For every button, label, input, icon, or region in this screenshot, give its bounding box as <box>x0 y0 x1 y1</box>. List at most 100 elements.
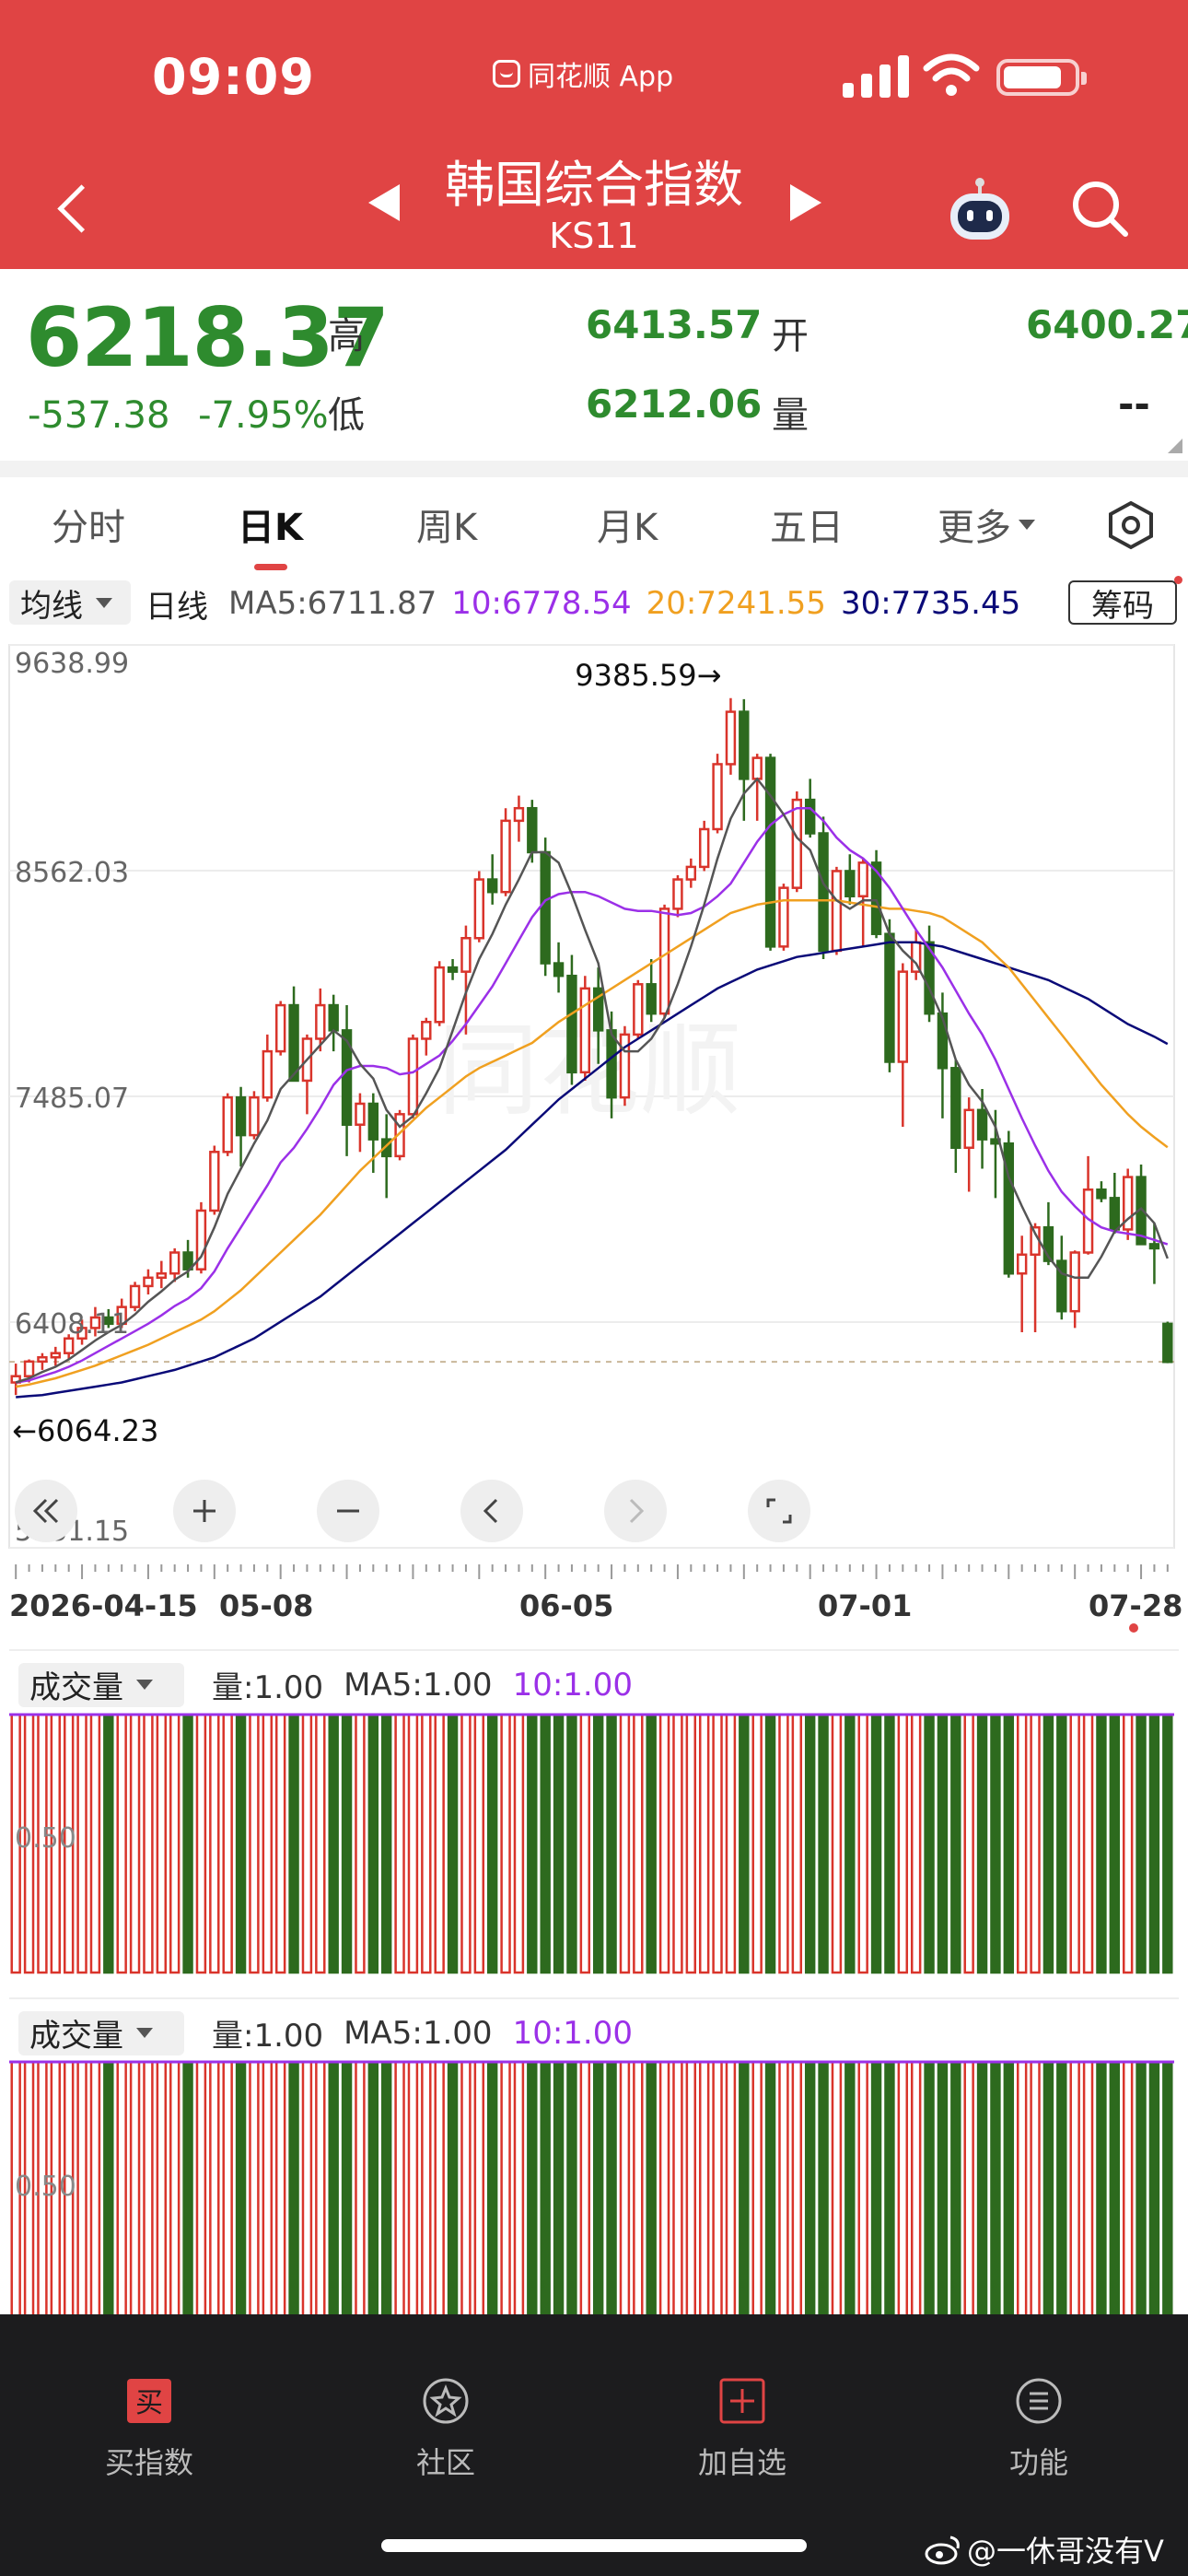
volume-bar <box>646 2060 657 2322</box>
fullscreen-button[interactable] <box>748 1480 810 1542</box>
app-logo-icon <box>493 60 520 88</box>
candle-up <box>963 1108 974 1150</box>
tab-more-label: 更多 <box>938 507 1011 549</box>
volume-bar <box>1109 2060 1121 2322</box>
candle-up <box>222 1095 233 1153</box>
volume-indicator-select[interactable]: 成交量 <box>18 2010 184 2055</box>
volume-bar <box>1096 1713 1107 1974</box>
volume-bar <box>804 2060 816 2322</box>
chip-distribution-button[interactable]: 筹码 <box>1068 580 1177 625</box>
candle-up <box>460 937 472 973</box>
candle-up <box>791 798 803 889</box>
volume-bar <box>553 1713 565 1974</box>
scroll-right-button[interactable] <box>604 1480 667 1542</box>
candle-down <box>1148 1243 1160 1250</box>
volume-bar <box>394 2060 405 2322</box>
high-value: 6413.57 <box>586 302 763 347</box>
candle-up <box>698 827 710 869</box>
volume-bar <box>421 2060 432 2322</box>
volume-bar <box>301 2060 313 2322</box>
volume-bar <box>672 2060 683 2322</box>
volume-bar <box>910 2060 922 2322</box>
candle-down <box>884 932 895 1063</box>
tab-weekly-k[interactable]: 周K <box>416 507 478 549</box>
candle-up <box>394 1113 405 1158</box>
candle-up <box>143 1276 154 1288</box>
scroll-left-button[interactable] <box>460 1480 523 1542</box>
ma5-value: MA5:6711.87 <box>228 585 437 622</box>
volume-bar <box>857 2060 868 2322</box>
volume-bar <box>646 1713 657 1974</box>
volume-bar <box>262 2060 274 2322</box>
volume-indicator-select[interactable]: 成交量 <box>18 1662 184 1707</box>
volume-chart-1[interactable] <box>0 1709 1188 1981</box>
y-tick-label: 8562.03 <box>15 857 129 889</box>
candle-up <box>315 1003 326 1040</box>
candle-up <box>751 756 763 780</box>
candle-up <box>209 1151 220 1212</box>
zoom-out-button[interactable] <box>317 1480 379 1542</box>
volume-ma5: MA5:1.00 <box>344 2014 493 2052</box>
tab-daily-k[interactable]: 日K <box>238 507 303 549</box>
candle-down <box>592 987 604 1032</box>
collapse-left-button[interactable] <box>15 1480 77 1542</box>
candle-down <box>1109 1197 1121 1231</box>
volume-bar <box>633 1713 644 1974</box>
volume-mid-tick: 0.50 <box>15 1822 76 1855</box>
volume-bar <box>235 2060 247 2322</box>
volume-bar <box>924 2060 935 2322</box>
volume-bar <box>725 1713 737 1974</box>
open-label: 开 <box>772 315 809 357</box>
search-icon[interactable] <box>1068 177 1133 241</box>
volume-bar <box>143 2060 154 2322</box>
zoom-in-button[interactable] <box>173 1480 236 1542</box>
volume-bar <box>1003 2060 1015 2322</box>
period-label: 日线 <box>146 588 208 626</box>
volume-bar <box>910 1713 922 1974</box>
nav-functions[interactable]: 功能 <box>947 2375 1131 2482</box>
back-button[interactable] <box>48 177 103 241</box>
volume-bar <box>1042 2060 1054 2322</box>
volume-bar <box>950 1713 961 1974</box>
candle-down <box>1003 1142 1015 1275</box>
nav-add-watchlist[interactable]: 加自选 <box>650 2375 834 2482</box>
ma-type-select[interactable]: 均线 <box>9 580 131 625</box>
tab-more[interactable]: 更多 <box>938 498 1035 551</box>
nav-buy-index[interactable]: 买 买指数 <box>57 2375 241 2482</box>
volume-bar <box>460 2060 472 2322</box>
tab-five-day[interactable]: 五日 <box>770 507 844 549</box>
volume-bar <box>341 1713 353 1974</box>
volume-bar <box>778 2060 789 2322</box>
volume-bar <box>421 1713 432 1974</box>
volume-bar <box>566 2060 577 2322</box>
nav-label: 社区 <box>415 2445 475 2480</box>
volume-bar <box>592 1713 604 1974</box>
tab-intraday[interactable]: 分时 <box>52 507 125 549</box>
candle-down <box>328 1003 339 1032</box>
volume-chart-2[interactable] <box>0 2056 1188 2328</box>
volume-bar <box>169 2060 181 2322</box>
volume-bar <box>1003 1713 1015 1974</box>
double-chevron-left-icon <box>32 1498 59 1524</box>
expand-corner-icon[interactable] <box>1168 439 1182 453</box>
volume-bar <box>963 2060 974 2322</box>
volume-bar <box>1082 1713 1094 1974</box>
volume-bar <box>897 2060 909 2322</box>
candle-up <box>500 819 511 894</box>
volume-bar <box>1069 2060 1080 2322</box>
robot-assistant-icon[interactable] <box>945 175 1015 245</box>
volume-bar <box>844 2060 856 2322</box>
nav-community[interactable]: 社区 <box>354 2375 538 2482</box>
volume-value: 量:1.00 <box>212 1669 324 1706</box>
tab-monthly-k[interactable]: 月K <box>597 507 658 549</box>
fullscreen-icon <box>766 1498 792 1524</box>
candle-up <box>672 878 683 910</box>
volume-bar <box>1148 1713 1160 1974</box>
candlestick-chart[interactable]: 同花顺 9638.998562.037485.076408.115331.15 … <box>0 626 1188 1585</box>
volume-bar <box>249 2060 260 2322</box>
settings-hexagon-icon[interactable] <box>1105 499 1157 551</box>
volume-panel-2-header: 成交量 量:1.00 MA5:1.00 10:1.00 <box>18 2010 633 2055</box>
volume-bar <box>301 1713 313 1974</box>
prev-index-arrow[interactable] <box>368 184 400 221</box>
next-index-arrow[interactable] <box>790 184 821 221</box>
